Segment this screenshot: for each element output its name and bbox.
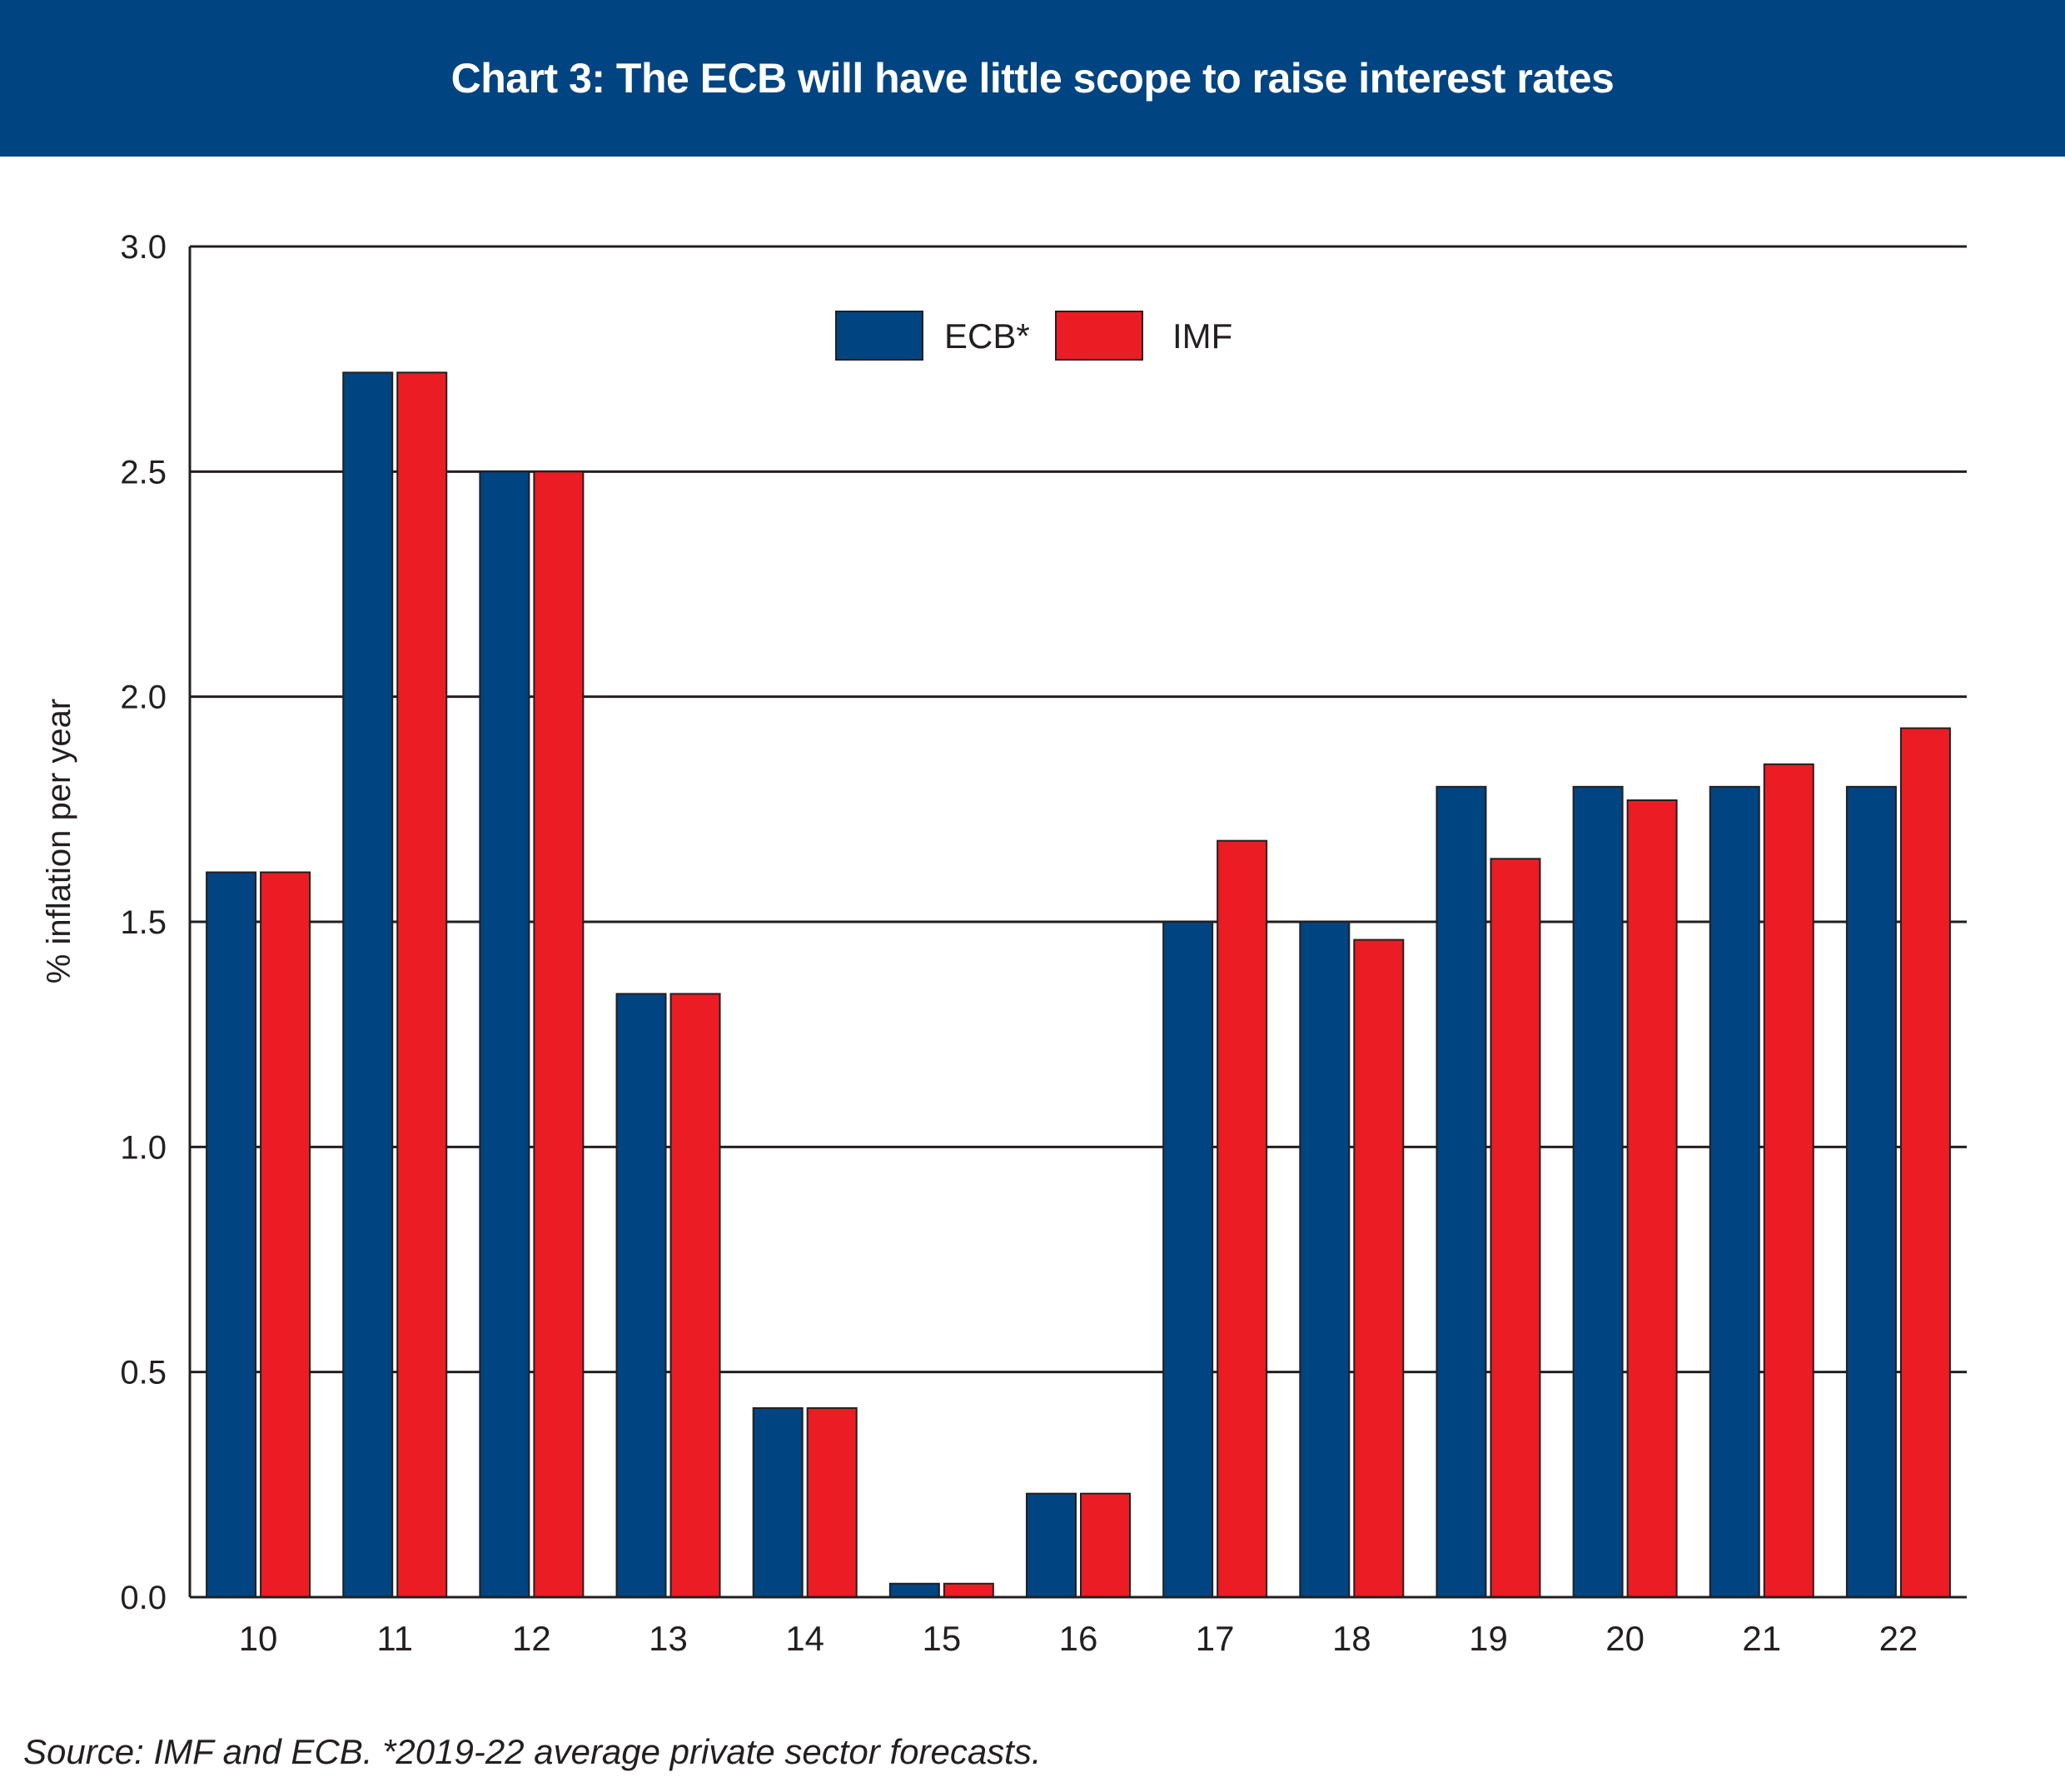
y-axis-label: % inflation per year [41,699,77,983]
bar-ecb-17 [1162,921,1214,1598]
y-tick-label: 0.0 [120,1580,167,1616]
bar-ecb-18 [1299,921,1351,1598]
source-note: Source: IMF and ECB. *2019-22 average pr… [23,1732,1042,1771]
bar-imf-21 [1763,763,1814,1598]
y-tick-label: 0.5 [120,1355,167,1391]
y-tick-label: 2.0 [120,679,167,716]
x-tick-label: 17 [1196,1619,1235,1658]
x-tick-label: 11 [376,1619,413,1658]
bar-imf-22 [1899,727,1951,1598]
tick-labels: 0.0 0.5 1.0 1.5 2.0 2.5 3.0 10 11 12 13 14 15 16 17 18 1… [120,229,1918,1658]
bar-ecb-16 [1026,1492,1077,1598]
bar-imf-15 [943,1582,994,1599]
bar-ecb-13 [615,993,667,1599]
x-tick-label: 18 [1332,1619,1371,1658]
x-tick-label: 13 [649,1619,688,1658]
bar-ecb-19 [1436,785,1487,1598]
y-tick-label: 1.5 [120,904,167,941]
x-tick-label: 14 [785,1619,824,1658]
bar-imf-13 [669,993,721,1599]
x-tick-label: 19 [1469,1619,1508,1658]
bar-imf-20 [1626,799,1678,1598]
legend-label-imf: IMF [1172,316,1232,356]
bar-imf-14 [806,1406,858,1599]
y-tick-label: 3.0 [120,229,167,266]
bar-ecb-14 [752,1406,804,1599]
x-tick-label: 10 [239,1619,278,1658]
bar-ecb-20 [1572,785,1624,1598]
bar-imf-16 [1080,1492,1131,1598]
bars [206,371,1951,1599]
bar-ecb-11 [342,371,394,1598]
bar-ecb-22 [1845,785,1897,1598]
bar-imf-11 [396,371,448,1598]
gridlines [190,245,1967,1374]
x-tick-label: 16 [1059,1619,1098,1658]
x-tick-label: 20 [1605,1619,1645,1658]
y-tick-label: 2.5 [120,454,167,490]
bar-imf-19 [1490,858,1541,1598]
y-tick-label: 1.0 [120,1129,167,1166]
bar-imf-12 [533,470,585,1598]
chart-title: Chart 3: The ECB will have little scope … [450,55,1615,102]
x-tick-label: 15 [922,1619,961,1658]
bar-ecb-12 [479,470,530,1598]
bar-imf-17 [1217,839,1268,1598]
legend-swatch-imf [1055,311,1143,361]
bar-ecb-15 [888,1582,940,1599]
chart-header: Chart 3: The ECB will have little scope … [0,0,2065,157]
x-tick-label: 22 [1879,1619,1918,1658]
legend-swatch-ecb [835,311,923,361]
bar-ecb-10 [206,871,257,1598]
x-tick-label: 21 [1742,1619,1781,1658]
axes [188,246,1967,1599]
bar-imf-18 [1353,938,1405,1599]
bar-imf-10 [260,871,311,1598]
legend: ECB* IMF [835,311,1232,361]
bar-ecb-21 [1709,785,1760,1598]
x-tick-label: 12 [512,1619,551,1658]
legend-label-ecb: ECB* [944,316,1030,356]
